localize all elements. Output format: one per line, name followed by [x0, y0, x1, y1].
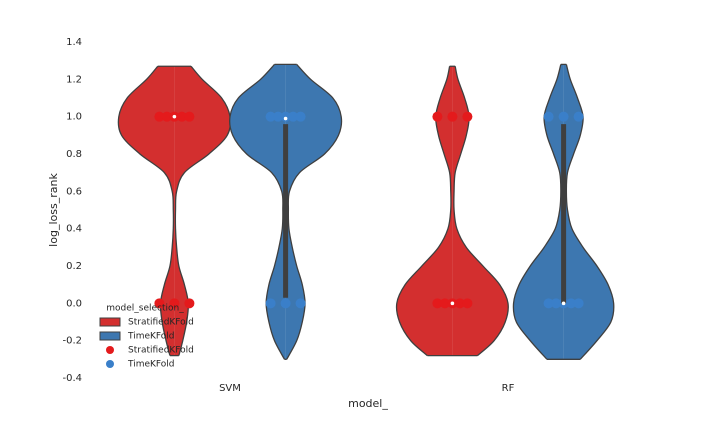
- strip-point: [295, 111, 306, 122]
- box-median: [283, 116, 288, 121]
- strip-point: [280, 111, 291, 122]
- legend-dot: [106, 360, 114, 368]
- y-tick-label: -0.4: [62, 373, 82, 384]
- violin-outline: [229, 63, 286, 360]
- strip-point: [558, 111, 569, 122]
- violin-outline: [174, 65, 232, 356]
- violin-outline: [565, 64, 615, 360]
- strip-point: [154, 298, 165, 309]
- legend-dot: [106, 346, 114, 354]
- strip-point: [169, 298, 180, 309]
- y-tick-label: 1.4: [66, 37, 82, 48]
- strip-point: [551, 298, 562, 309]
- strip-point: [543, 111, 554, 122]
- y-tick-label: 0.2: [66, 261, 82, 272]
- violin-outline: [395, 66, 452, 357]
- legend-label: TimeKFold: [127, 360, 175, 370]
- strip-point: [432, 111, 443, 122]
- legend-swatch: [99, 331, 121, 341]
- violin-half: [452, 66, 509, 356]
- strip-point: [295, 298, 306, 309]
- strip-point: [184, 111, 195, 122]
- strip-point: [265, 111, 276, 122]
- box-median: [172, 114, 177, 119]
- violin-half: [396, 66, 453, 356]
- x-axis-label: model_: [348, 397, 388, 410]
- y-tick-label: 1.2: [66, 74, 82, 85]
- legend-title: model_selection_: [106, 304, 184, 314]
- strip-point: [273, 111, 284, 122]
- strip-point: [184, 298, 195, 309]
- violin-half: [513, 64, 564, 360]
- y-tick-label: 0.4: [66, 224, 82, 235]
- strip-point: [462, 111, 473, 122]
- legend-label: StratifiedKFold: [128, 318, 194, 328]
- x-tick-label: RF: [502, 383, 515, 394]
- strip-point: [280, 298, 291, 309]
- strip-point: [543, 298, 554, 309]
- strip-point: [432, 298, 443, 309]
- legend-label: StratifiedKFold: [128, 346, 194, 356]
- strip-point: [161, 111, 172, 122]
- violin-half: [285, 64, 342, 360]
- y-tick-label: 0.0: [66, 298, 82, 309]
- box-median: [450, 301, 455, 306]
- x-tick-label: SVM: [219, 383, 241, 394]
- violin-outline: [453, 66, 509, 357]
- strip-point: [154, 111, 165, 122]
- violin-half: [174, 66, 231, 356]
- violin-outline: [117, 65, 175, 356]
- strip-point: [462, 298, 473, 309]
- y-tick-label: 0.6: [66, 186, 82, 197]
- legend-label: TimeKFold: [127, 332, 175, 342]
- strip-point: [176, 111, 187, 122]
- y-tick-label: -0.2: [62, 336, 82, 347]
- strip-point: [447, 111, 458, 122]
- legend-swatch: [99, 317, 121, 327]
- strip-point: [288, 111, 299, 122]
- strip-point: [573, 111, 584, 122]
- strip-point: [439, 298, 450, 309]
- violin-half: [563, 64, 614, 360]
- strip-point: [265, 298, 276, 309]
- y-axis-label: log_loss_rank: [47, 173, 60, 247]
- violin-outline: [512, 64, 562, 360]
- strip-point: [566, 298, 577, 309]
- y-tick-label: 0.8: [66, 149, 82, 160]
- strip-point: [454, 298, 465, 309]
- violin-half: [229, 64, 286, 360]
- y-tick-label: 1.0: [66, 112, 82, 123]
- strip-point: [573, 298, 584, 309]
- box-median: [561, 301, 566, 306]
- violin-outline: [286, 63, 343, 360]
- violin-half: [118, 66, 175, 356]
